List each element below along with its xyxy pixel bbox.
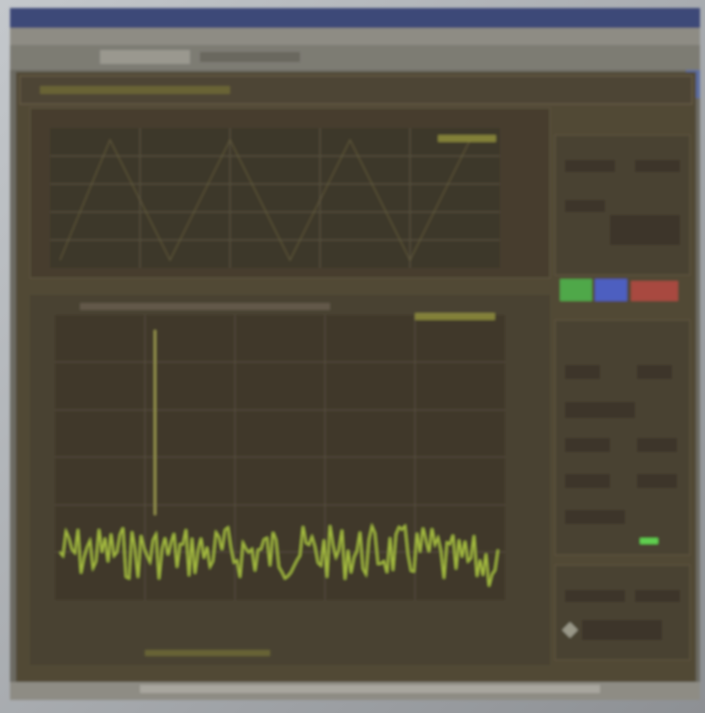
option-field[interactable] xyxy=(582,620,662,640)
title-bar xyxy=(10,8,700,28)
measure-field[interactable] xyxy=(637,438,677,452)
plot-legend xyxy=(415,313,495,320)
setting-field[interactable] xyxy=(635,160,680,172)
toolbar-buttons[interactable] xyxy=(200,52,300,62)
status-led xyxy=(640,538,658,544)
measure-field[interactable] xyxy=(565,474,610,488)
menu-bar xyxy=(10,28,700,45)
upper-legend xyxy=(438,135,496,142)
application-window xyxy=(10,8,700,700)
plot-legend xyxy=(80,303,330,310)
measure-field[interactable] xyxy=(565,510,625,524)
option-field[interactable] xyxy=(565,590,625,602)
scrollbar[interactable] xyxy=(140,685,600,693)
header-label xyxy=(40,86,230,94)
option-field[interactable] xyxy=(635,590,680,602)
setting-field[interactable] xyxy=(565,160,615,172)
stop-button[interactable] xyxy=(631,281,678,301)
setting-field[interactable] xyxy=(565,200,605,212)
setting-field[interactable] xyxy=(610,215,680,245)
measure-field[interactable] xyxy=(565,438,610,452)
start-button[interactable] xyxy=(560,279,592,301)
x-axis-label xyxy=(145,650,270,656)
page: (() => { const pts = []; let s = 7; cons… xyxy=(0,0,705,713)
measure-field[interactable] xyxy=(565,402,635,418)
screen xyxy=(0,0,705,713)
measure-field[interactable] xyxy=(637,474,677,488)
measure-field[interactable] xyxy=(637,365,672,379)
options-panel xyxy=(555,565,690,660)
config-button[interactable] xyxy=(595,279,627,301)
toolbar-dropdown[interactable] xyxy=(100,50,190,64)
upper-plot-area xyxy=(50,128,500,268)
measure-field[interactable] xyxy=(565,365,600,379)
